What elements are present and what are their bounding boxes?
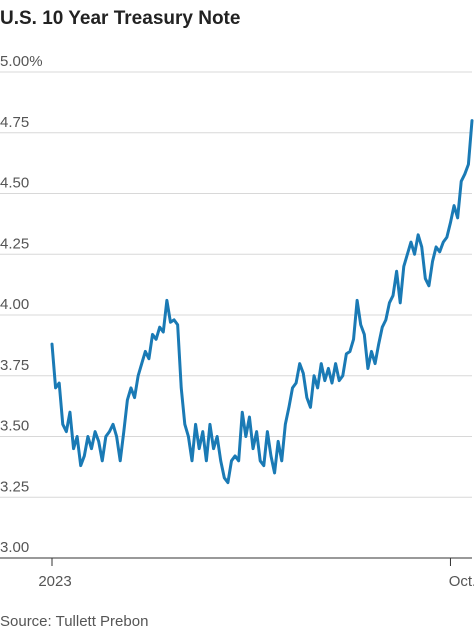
y-tick-label: 4.00 — [0, 296, 29, 313]
y-tick-label: 4.50 — [0, 175, 29, 192]
y-tick-label: 3.00 — [0, 539, 29, 556]
y-tick-label: 5.00% — [0, 53, 43, 70]
x-tick-label: Oct. — [449, 573, 474, 590]
source: Source: Tullett Prebon — [0, 613, 148, 630]
y-tick-label: 3.50 — [0, 418, 29, 435]
chart-title: U.S. 10 Year Treasury Note — [0, 8, 240, 29]
x-tick-label: 2023 — [38, 573, 71, 590]
y-tick-label: 4.25 — [0, 235, 29, 252]
y-tick-label: 4.75 — [0, 114, 29, 131]
y-tick-label: 3.25 — [0, 478, 29, 495]
line — [50, 119, 474, 485]
y-tick-label: 3.75 — [0, 357, 29, 374]
